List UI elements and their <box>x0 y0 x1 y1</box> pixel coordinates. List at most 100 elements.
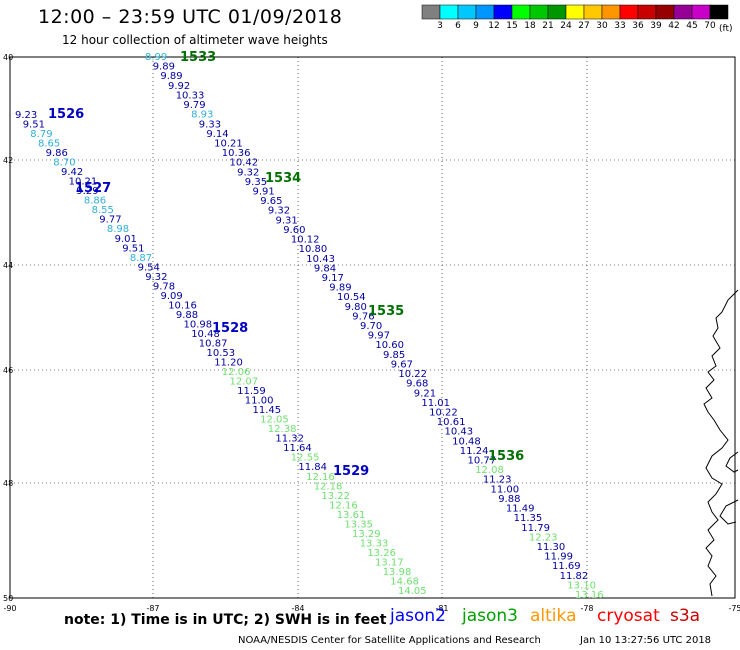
wave-height-value: 9.77 <box>99 215 121 226</box>
coastline <box>703 289 739 597</box>
wave-height-value: 10.87 <box>199 339 228 350</box>
legend-tick-label: 15 <box>506 21 518 31</box>
legend-swatch <box>529 4 549 20</box>
wave-height-value: 8.98 <box>107 224 129 235</box>
wave-height-value: 9.70 <box>360 321 382 332</box>
legend-tick-label: 18 <box>524 21 536 31</box>
wave-height-value: 8.86 <box>84 196 106 207</box>
latitude-tick-label: 48 <box>3 479 13 488</box>
wave-height-value: 9.88 <box>498 494 520 505</box>
legend-tick-label: 39 <box>650 21 662 31</box>
mission-name-s3a: s3a <box>670 606 701 626</box>
wave-height-value: 9.32 <box>145 272 167 283</box>
latitude-tick-label: 50 <box>3 594 13 603</box>
wave-height-value: 12.16 <box>306 472 335 483</box>
pass-number-label: 1533 <box>180 50 216 65</box>
legend-tick-label: 9 <box>473 21 479 31</box>
wave-height-value: 10.16 <box>168 300 197 311</box>
wave-height-value: 10.21 <box>69 177 98 188</box>
legend-unit-label: (ft) <box>719 24 733 34</box>
wave-height-value: 11.35 <box>514 513 543 524</box>
legend-swatch <box>475 4 495 20</box>
track-values: 9.239.518.798.659.868.709.4210.219.298.8… <box>15 52 604 601</box>
wave-height-value: 11.99 <box>544 552 573 563</box>
wave-height-value: 8.65 <box>38 139 60 150</box>
wave-height-value: 9.23 <box>15 110 37 121</box>
wave-height-value: 10.42 <box>230 158 259 169</box>
legend-tick-label: 27 <box>578 21 590 31</box>
wave-height-value: 9.76 <box>352 311 374 322</box>
wave-height-value: 9.51 <box>122 243 144 254</box>
wave-height-value: 9.80 <box>345 302 367 313</box>
wave-height-value: 8.93 <box>191 110 213 121</box>
map-subtitle: 12 hour collection of altimeter wave hei… <box>62 33 328 47</box>
legend-tick-label: 33 <box>614 21 626 31</box>
wave-height-value: 14.68 <box>390 577 419 588</box>
wave-height-value: 9.51 <box>23 120 45 131</box>
legend-swatch <box>709 4 729 20</box>
wave-height-value: 9.14 <box>206 129 228 140</box>
legend-swatch <box>637 4 657 20</box>
wave-height-value: 9.84 <box>314 263 336 274</box>
wave-height-value: 9.65 <box>260 196 282 207</box>
wave-height-value: 9.09 <box>161 291 183 302</box>
wave-height-value: 10.98 <box>184 319 213 330</box>
wave-height-value: 8.79 <box>30 129 52 140</box>
legend-tick-label: 70 <box>704 21 716 31</box>
wave-height-value: 11.59 <box>237 386 266 397</box>
wave-height-value: 11.79 <box>521 523 550 534</box>
legend-tick-label: 45 <box>686 21 698 31</box>
pass-number-label: 1528 <box>212 321 248 336</box>
wave-height-value: 10.22 <box>429 408 458 419</box>
wave-height-value: 11.69 <box>552 561 581 572</box>
mission-name-jason3: jason3 <box>462 606 518 626</box>
legend-tick-label: 24 <box>560 21 572 31</box>
wave-height-value: 12.23 <box>529 532 558 543</box>
wave-height-value: 9.85 <box>383 350 405 361</box>
legend-tick-label: 30 <box>596 21 608 31</box>
wave-height-value: 12.55 <box>291 453 320 464</box>
wave-height-value: 9.32 <box>268 206 290 217</box>
wave-height-value: 10.43 <box>445 427 474 438</box>
wave-height-value: 9.60 <box>283 225 305 236</box>
wave-height-value: 10.48 <box>452 436 481 447</box>
wave-height-value: 9.89 <box>153 62 175 73</box>
wave-height-value: 9.88 <box>176 310 198 321</box>
wave-height-value: 9.21 <box>414 388 436 399</box>
legend-tick-label: 6 <box>455 21 461 31</box>
map-frame: 40 42 44 46 48 50-90 -87 -84 -81 -78 -75 <box>3 53 740 613</box>
wave-height-value: 13.17 <box>375 557 404 568</box>
legend-unit: (ft) <box>719 24 733 34</box>
pass-number-label: 1529 <box>333 464 369 479</box>
wave-height-value: 10.43 <box>306 254 335 265</box>
pass-number-label: 1534 <box>265 171 301 186</box>
color-scale-legend <box>421 4 729 20</box>
pass-labels: 1526 1527 1528 1529 1533 1534 1535 1536 <box>48 50 524 479</box>
wave-height-value: 9.89 <box>329 283 351 294</box>
wave-height-value: 11.00 <box>245 396 274 407</box>
legend-tick-label: 3 <box>437 21 443 31</box>
longitude-tick-label: -90 <box>3 604 16 613</box>
wave-height-value: 8.70 <box>53 158 75 169</box>
legend-tick-label: 21 <box>542 21 554 31</box>
wave-height-value: 11.82 <box>560 571 589 582</box>
wave-height-value: 12.18 <box>314 481 343 492</box>
mission-name-cryosat: cryosat <box>597 606 660 626</box>
longitude-tick-label: -81 <box>435 604 448 613</box>
longitude-tick-label: -87 <box>146 604 159 613</box>
wave-height-value: 11.49 <box>506 504 535 515</box>
legend-tick-label: 36 <box>632 21 644 31</box>
wave-height-value: 10.80 <box>299 244 328 255</box>
wave-height-value: 9.97 <box>368 331 390 342</box>
pass-number-label: 1527 <box>75 181 111 196</box>
wave-height-value: 9.17 <box>322 273 344 284</box>
wave-height-value: 9.33 <box>199 119 221 130</box>
wave-height-value: 9.68 <box>406 379 428 390</box>
legend-swatch <box>583 4 603 20</box>
latitude-tick-label: 44 <box>3 261 13 270</box>
wave-height-value: 12.08 <box>475 465 504 476</box>
wave-height-value: 9.92 <box>168 81 190 92</box>
footer-timestamp: Jan 10 13:27:56 UTC 2018 <box>580 635 712 646</box>
wave-height-value: 13.22 <box>321 491 350 502</box>
wave-height-value: 9.67 <box>391 359 413 370</box>
